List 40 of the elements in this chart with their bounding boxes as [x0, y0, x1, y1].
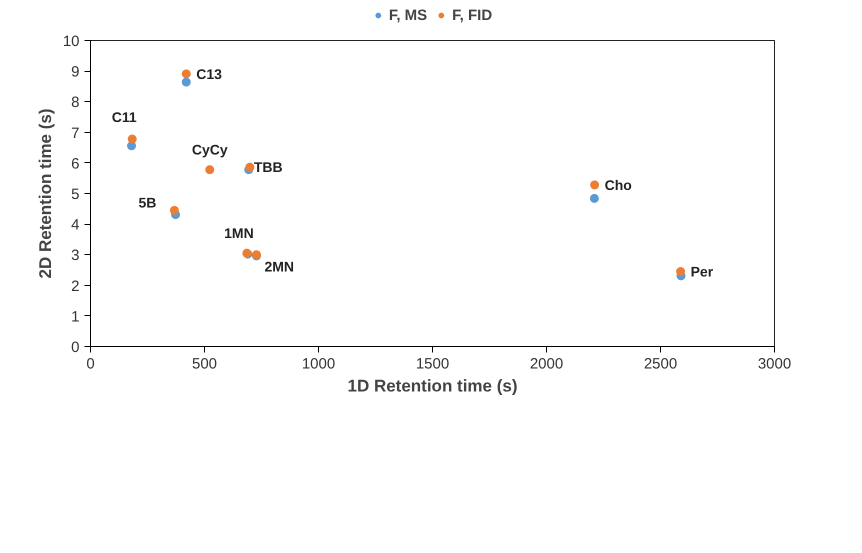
x-tick-label: 2000 [530, 356, 564, 372]
annotation: 2MN [264, 258, 294, 275]
y-tick-label: 8 [71, 94, 80, 112]
point [182, 69, 191, 78]
y-tick-label: 6 [71, 155, 80, 172]
annotation: TBB [254, 159, 283, 176]
y-tick-label: 10 [62, 33, 80, 50]
point [182, 78, 191, 87]
legend-label: F, MS [388, 6, 428, 24]
point [128, 134, 137, 144]
y-tick-label: 3 [71, 247, 80, 264]
annotation: Cho [604, 176, 632, 193]
y-axis-title: 2D Retention time (s) [36, 108, 55, 279]
annotation: C13 [196, 66, 222, 82]
x-tick-label: 3000 [758, 356, 792, 372]
point [245, 162, 254, 172]
point [205, 165, 214, 174]
y-tick-label: 4 [71, 216, 80, 234]
y-tick-label: 7 [71, 124, 80, 142]
x-axis-title: 1D Retention time (s) [347, 376, 518, 396]
y-tick-label: 5 [71, 186, 80, 203]
annotation: Per [690, 264, 714, 280]
point [590, 194, 599, 203]
legend-label: F, FID [452, 6, 492, 24]
annotation: 5B [138, 194, 156, 210]
x-tick-label: 500 [192, 356, 218, 372]
x-tick-label: 0 [86, 356, 95, 372]
point [590, 180, 600, 190]
y-tick-label: 1 [71, 308, 80, 326]
y-tick-label: 0 [71, 339, 80, 356]
point [170, 206, 179, 215]
point [676, 267, 686, 276]
y-tick-label: 2 [71, 278, 80, 295]
annotation: CyCy [192, 142, 228, 158]
annotation: C11 [112, 109, 137, 126]
x-tick-label: 2500 [644, 356, 678, 372]
x-tick-label: 1000 [302, 356, 336, 372]
x-tick-label: 1500 [416, 356, 450, 372]
annotation: 1MN [224, 225, 254, 242]
y-tick-label: 9 [71, 64, 80, 81]
